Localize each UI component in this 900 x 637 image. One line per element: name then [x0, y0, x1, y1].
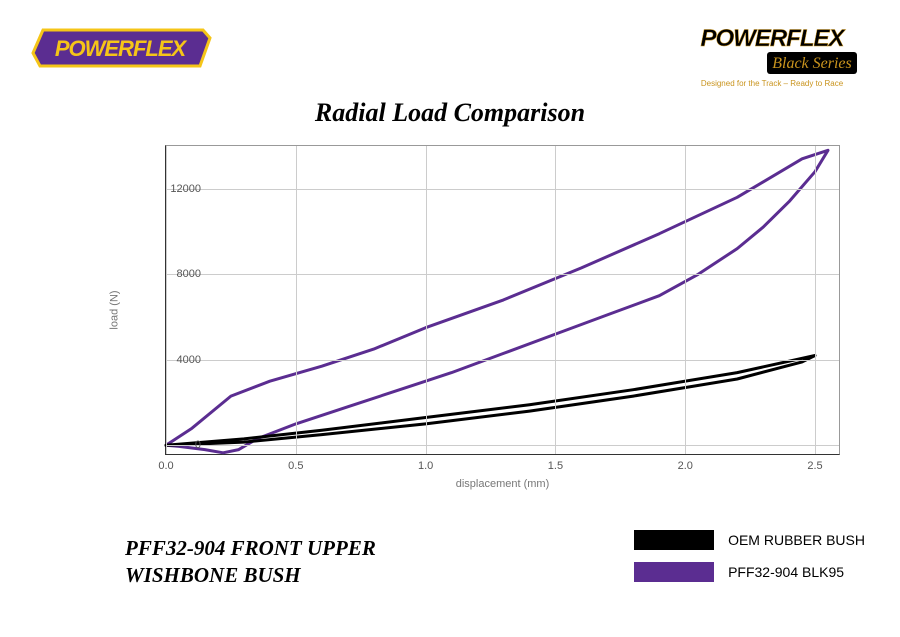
x-axis-title: displacement (mm)	[456, 478, 550, 490]
y-tick-label: 8000	[161, 268, 201, 280]
y-tick-label: 0	[161, 439, 201, 451]
x-tick-label: 0.5	[288, 460, 303, 472]
chart-container: load (N) displacement (mm) 0400080001200…	[125, 145, 840, 475]
x-tick-label: 2.0	[678, 460, 693, 472]
svg-text:Designed for the Track – Ready: Designed for the Track – Ready to Race	[701, 79, 844, 88]
legend-swatch-blk95	[634, 562, 714, 582]
powerflex-logo: POWERFLEX	[28, 18, 213, 78]
series-oem-rubber-bush	[166, 356, 815, 446]
svg-text:POWERFLEX: POWERFLEX	[700, 25, 846, 52]
legend: OEM RUBBER BUSH PFF32-904 BLK95	[634, 530, 865, 594]
svg-text:Black Series: Black Series	[772, 55, 852, 72]
black-series-logo: POWERFLEX Black Series Designed for the …	[672, 18, 872, 93]
x-tick-label: 1.0	[418, 460, 433, 472]
y-axis-title: load (N)	[109, 290, 121, 329]
legend-label: PFF32-904 BLK95	[728, 564, 844, 580]
legend-item: PFF32-904 BLK95	[634, 562, 865, 582]
svg-text:POWERFLEX: POWERFLEX	[55, 36, 188, 61]
plot-area: displacement (mm) 040008000120000.00.51.…	[165, 145, 840, 455]
legend-swatch-oem	[634, 530, 714, 550]
product-name: PFF32-904 FRONT UPPER WISHBONE BUSH	[125, 535, 376, 590]
y-tick-label: 4000	[161, 354, 201, 366]
x-tick-label: 1.5	[548, 460, 563, 472]
y-tick-label: 12000	[161, 183, 201, 195]
x-tick-label: 2.5	[807, 460, 822, 472]
x-tick-label: 0.0	[158, 460, 173, 472]
legend-label: OEM RUBBER BUSH	[728, 532, 865, 548]
legend-item: OEM RUBBER BUSH	[634, 530, 865, 550]
chart-title: Radial Load Comparison	[0, 98, 900, 128]
